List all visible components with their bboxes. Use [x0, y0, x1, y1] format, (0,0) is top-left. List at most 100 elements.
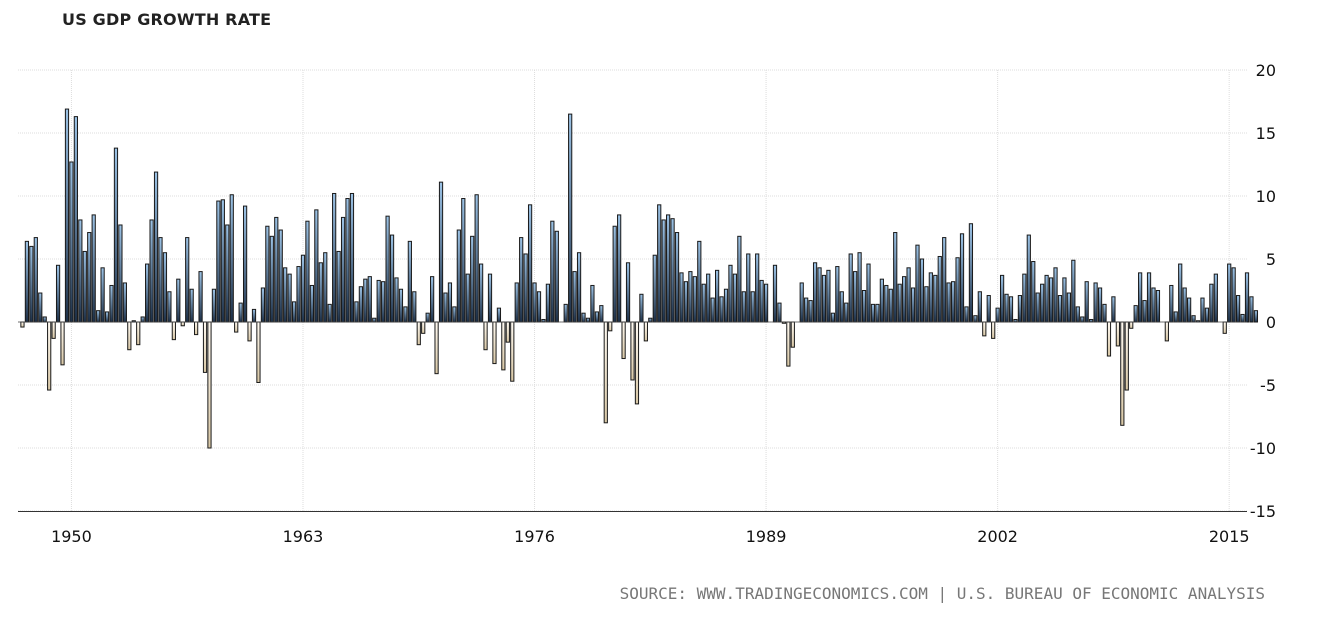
bar	[523, 253, 528, 323]
bar	[1244, 272, 1250, 323]
bar	[625, 262, 631, 323]
bar	[581, 312, 586, 323]
bar	[256, 321, 261, 383]
bar	[1084, 281, 1089, 323]
bar	[1155, 290, 1161, 323]
bar	[470, 235, 475, 323]
bar	[363, 278, 368, 323]
bar	[986, 295, 991, 323]
bar	[527, 204, 533, 323]
bar	[153, 171, 159, 323]
bar	[1004, 293, 1009, 323]
bar	[692, 276, 697, 323]
bar	[349, 192, 355, 323]
bar	[479, 263, 484, 323]
bar	[412, 291, 417, 323]
bar	[835, 266, 840, 323]
bar	[719, 296, 724, 323]
bar	[897, 283, 902, 323]
bar	[345, 198, 350, 323]
bar	[438, 181, 444, 323]
bar	[808, 300, 813, 323]
bar	[982, 321, 987, 337]
bar	[973, 315, 978, 323]
x-tick-label: 1976	[514, 527, 555, 546]
bar	[608, 321, 613, 332]
bar	[492, 321, 497, 365]
bar	[274, 216, 279, 323]
bar	[367, 276, 372, 323]
bar	[510, 321, 515, 382]
bar	[563, 303, 568, 323]
bar	[385, 215, 390, 323]
bar	[790, 321, 795, 348]
bar	[1138, 272, 1143, 323]
bar	[844, 302, 849, 323]
bar	[777, 302, 782, 323]
x-tick-label: 1989	[746, 527, 787, 546]
bar	[434, 321, 439, 375]
bar	[951, 281, 956, 323]
bar	[576, 252, 582, 323]
y-tick-label: 20	[1256, 61, 1276, 80]
bar	[269, 235, 274, 323]
bar	[421, 321, 426, 334]
bar	[1111, 296, 1116, 323]
bar	[746, 253, 751, 323]
bar	[1031, 261, 1036, 323]
bar	[283, 267, 288, 323]
bar	[630, 321, 635, 381]
y-tick-label: 5	[1266, 250, 1276, 269]
bar	[572, 271, 577, 323]
x-tick-label: 2015	[1209, 527, 1250, 546]
bar	[701, 283, 706, 323]
bar	[1133, 305, 1138, 323]
bar	[216, 200, 221, 323]
bar	[857, 252, 862, 323]
bar	[959, 233, 965, 323]
bar	[893, 232, 898, 323]
bar	[73, 116, 78, 323]
bar	[1142, 300, 1147, 323]
bar	[1017, 295, 1023, 323]
x-tick-label: 1963	[283, 527, 324, 546]
bar	[389, 234, 395, 323]
bar	[1204, 307, 1210, 323]
bar	[425, 312, 430, 323]
bar	[82, 250, 87, 323]
bar	[639, 293, 644, 323]
bar	[812, 262, 818, 323]
bar	[1253, 310, 1259, 323]
bar	[185, 237, 190, 323]
bar	[888, 288, 893, 323]
bar	[666, 214, 671, 323]
bar	[585, 317, 591, 323]
bar	[158, 237, 163, 323]
bar	[1062, 277, 1067, 323]
bars	[18, 108, 1259, 449]
y-tick-label: -10	[1250, 439, 1276, 458]
bar	[96, 310, 101, 323]
bar	[1008, 296, 1014, 323]
bar	[91, 214, 96, 323]
bar	[136, 321, 141, 346]
bar	[652, 254, 657, 323]
bar	[194, 321, 199, 336]
bar	[942, 237, 947, 323]
bar	[1169, 284, 1174, 323]
bar	[38, 292, 43, 323]
bar	[78, 219, 83, 323]
bar	[866, 263, 871, 323]
bar	[456, 229, 461, 323]
bar	[394, 277, 399, 323]
bar	[145, 263, 150, 323]
bar	[100, 267, 105, 323]
bar	[496, 307, 502, 323]
bar	[474, 194, 479, 323]
bar	[741, 291, 746, 323]
bar	[786, 321, 791, 367]
bar	[309, 284, 315, 323]
bar	[336, 250, 341, 323]
y-tick-label: -15	[1250, 502, 1276, 521]
bar	[915, 244, 920, 323]
